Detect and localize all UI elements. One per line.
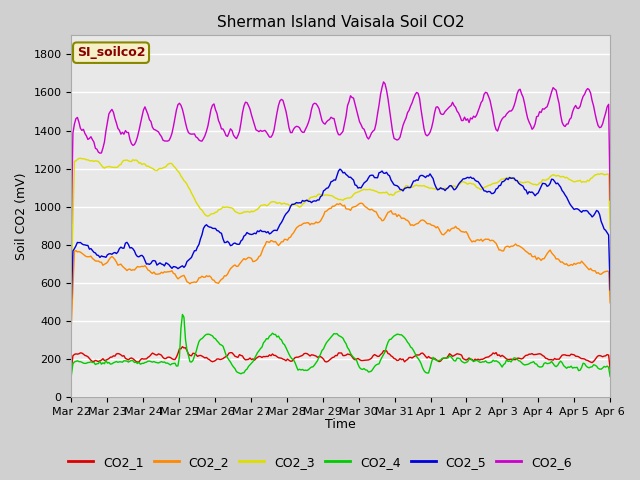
CO2_1 [305, 352, 312, 358]
CO2_2 [606, 300, 614, 306]
CO2_5 [255, 229, 263, 235]
CO2_4 [606, 373, 614, 379]
CO2_2 [134, 264, 141, 269]
CO2_6 [246, 106, 254, 112]
CO2_3 [135, 160, 143, 166]
CO2_6 [134, 134, 141, 140]
CO2_3 [68, 277, 76, 283]
CO2_6 [380, 79, 387, 85]
Line: CO2_6: CO2_6 [72, 82, 610, 223]
CO2_6 [68, 220, 76, 226]
CO2_3 [248, 208, 255, 214]
CO2_5 [336, 166, 344, 172]
CO2_5 [246, 231, 254, 237]
CO2_5 [68, 296, 76, 301]
Line: CO2_2: CO2_2 [72, 203, 610, 324]
CO2_2 [255, 253, 263, 259]
CO2_2 [228, 264, 236, 270]
CO2_1 [179, 344, 186, 349]
CO2_4 [179, 312, 186, 317]
CO2_3 [230, 206, 237, 212]
CO2_1 [578, 356, 586, 361]
CO2_4 [230, 364, 237, 370]
CO2_1 [606, 366, 614, 372]
Line: CO2_1: CO2_1 [72, 347, 610, 369]
CO2_2 [68, 321, 76, 327]
Line: CO2_5: CO2_5 [72, 169, 610, 299]
CO2_5 [303, 197, 311, 203]
CO2_2 [303, 220, 311, 226]
CO2_4 [248, 360, 255, 366]
Title: Sherman Island Vaisala Soil CO2: Sherman Island Vaisala Soil CO2 [217, 15, 465, 30]
CO2_2 [357, 200, 365, 206]
CO2_3 [257, 203, 264, 209]
CO2_4 [68, 372, 76, 378]
CO2_5 [578, 209, 586, 215]
CO2_1 [68, 366, 76, 372]
Legend: CO2_1, CO2_2, CO2_3, CO2_4, CO2_5, CO2_6: CO2_1, CO2_2, CO2_3, CO2_4, CO2_5, CO2_6 [63, 451, 577, 474]
CO2_6 [303, 123, 311, 129]
CO2_6 [578, 98, 586, 104]
CO2_5 [134, 253, 141, 259]
CO2_2 [578, 258, 586, 264]
CO2_1 [230, 351, 237, 357]
CO2_1 [257, 354, 264, 360]
CO2_2 [246, 255, 254, 261]
CO2_3 [305, 197, 312, 203]
CO2_1 [248, 357, 255, 362]
CO2_4 [578, 365, 586, 371]
CO2_6 [228, 128, 236, 133]
X-axis label: Time: Time [325, 419, 356, 432]
Line: CO2_3: CO2_3 [72, 158, 610, 280]
CO2_1 [134, 359, 141, 365]
CO2_4 [305, 367, 312, 372]
CO2_5 [606, 287, 614, 293]
CO2_3 [77, 156, 84, 161]
Text: SI_soilco2: SI_soilco2 [77, 46, 145, 59]
CO2_3 [606, 226, 614, 232]
CO2_4 [134, 360, 141, 366]
CO2_5 [228, 242, 236, 248]
Line: CO2_4: CO2_4 [72, 314, 610, 376]
CO2_4 [257, 346, 264, 351]
CO2_3 [578, 180, 586, 185]
CO2_6 [255, 129, 263, 134]
Y-axis label: Soil CO2 (mV): Soil CO2 (mV) [15, 173, 28, 260]
CO2_6 [606, 197, 614, 203]
